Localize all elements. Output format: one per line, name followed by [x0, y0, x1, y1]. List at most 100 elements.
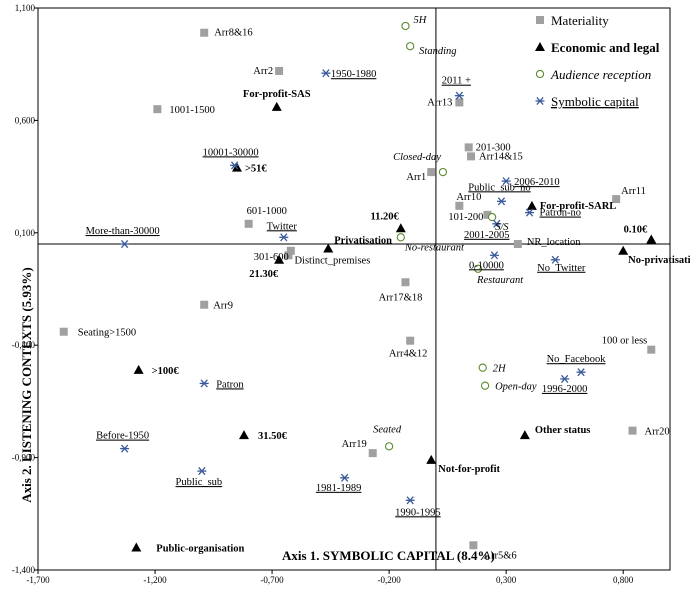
data-point-label: 1996-2000	[542, 384, 588, 395]
data-point-marker	[492, 219, 502, 228]
asterisk-stroke	[280, 233, 288, 242]
data-point-label: 1001-1500	[169, 105, 215, 116]
data-point-marker	[275, 66, 284, 75]
data-point-label: 21.30€	[249, 269, 279, 280]
asterisk-stroke	[490, 251, 499, 260]
data-point-label: Distinct_premises	[294, 255, 370, 266]
asterisk-stroke	[200, 379, 208, 388]
x-tick-label: 0,300	[496, 575, 517, 585]
data-point-marker	[401, 278, 410, 287]
data-point-marker	[513, 240, 522, 249]
data-point-label: Other status	[535, 425, 591, 436]
chart-legend: Materiality Economic and legal Audience re…	[535, 13, 660, 109]
x-tick-label: -1,200	[143, 575, 167, 585]
data-point-label: More-than-30000	[86, 226, 160, 237]
data-point-marker	[200, 28, 209, 37]
data-point-label: Arr9	[213, 301, 233, 312]
data-point-label: >51€	[245, 164, 267, 175]
data-point-label: Closed-day	[393, 152, 441, 163]
data-point-label: 1981-1989	[316, 483, 362, 494]
data-point-label: Arr1	[406, 172, 426, 183]
data-point-marker	[467, 152, 476, 161]
data-point-marker	[646, 234, 657, 244]
data-point-label: Patron-no	[540, 208, 581, 219]
data-point-marker	[478, 363, 487, 372]
data-point-label: 10001-30000	[203, 147, 259, 158]
data-point-label: Arr2	[253, 66, 273, 77]
data-point-marker	[200, 300, 209, 309]
legend-entry-label: Symbolic capital	[551, 94, 639, 109]
data-point-marker	[550, 255, 560, 264]
data-point-marker	[469, 541, 478, 550]
data-point-label: Standing	[419, 46, 456, 57]
y-tick-label: 1,100	[15, 3, 36, 13]
data-point-marker	[454, 91, 464, 100]
data-point-marker	[455, 98, 464, 107]
data-point-marker	[464, 143, 473, 152]
data-point-marker	[199, 379, 209, 388]
asterisk-stroke	[561, 374, 569, 383]
data-point-label: Before-1950	[96, 431, 149, 442]
data-point-marker	[286, 246, 295, 255]
legend-entry-label: Economic and legal	[551, 40, 660, 55]
x-tick-label: -1,700	[26, 575, 50, 585]
legend-marker	[535, 42, 545, 51]
data-point-label: No-restaurant	[404, 242, 465, 253]
data-point-label: Seating>1500	[78, 328, 136, 339]
asterisk-stroke	[502, 177, 510, 186]
data-point-marker	[120, 240, 130, 249]
data-point-label: 1950-1980	[331, 69, 377, 80]
data-point-label: Arr20	[645, 427, 670, 438]
asterisk-stroke	[577, 368, 585, 377]
asterisk-stroke	[525, 208, 534, 217]
data-point-marker	[368, 449, 377, 458]
data-point-marker	[526, 200, 537, 210]
data-point-marker	[618, 245, 629, 255]
data-point-label: 2001-2005	[464, 230, 510, 241]
chart-labels-group: Arr8&16 Arr2 1001-1500 Arr13 201-300Arr14&15…	[78, 15, 690, 561]
y-tick-label: -0,900	[12, 453, 36, 463]
data-point-label: 31.50€	[258, 431, 288, 442]
data-point-marker	[647, 345, 656, 354]
data-point-label: Restaurant	[476, 275, 524, 286]
data-point-label: 601-1000	[247, 206, 287, 217]
y-axis-title: Axis 2. LISTENING CONTEXTS (5.93%)	[19, 267, 34, 503]
data-point-label: For-profit-SARL	[540, 201, 616, 212]
data-point-label: Arr17&18	[379, 292, 423, 303]
data-point-label: 0.10€	[624, 225, 648, 236]
data-point-marker	[59, 327, 68, 336]
asterisk-stroke	[322, 69, 330, 78]
data-point-marker	[560, 374, 570, 383]
data-point-marker	[525, 208, 535, 217]
data-point-label: No-privatisation	[628, 255, 690, 266]
data-point-marker	[487, 212, 497, 222]
data-point-label: 5H	[413, 15, 427, 26]
data-point-label: Arr4&12	[389, 349, 428, 360]
data-point-label: No_Twitter	[537, 263, 586, 274]
data-point-marker	[197, 467, 207, 476]
data-point-label: 101-200	[448, 212, 483, 223]
data-point-marker	[519, 430, 530, 440]
data-point-label: Arr5&6	[483, 550, 516, 561]
asterisk-stroke	[493, 219, 501, 228]
asterisk-stroke	[340, 473, 349, 482]
asterisk-stroke	[120, 240, 129, 249]
data-point-marker	[483, 210, 492, 219]
x-tick-label: 0,800	[613, 575, 634, 585]
data-point-label: 2011 +	[442, 76, 471, 87]
data-point-marker	[284, 251, 293, 260]
data-point-marker	[384, 442, 394, 451]
asterisk-stroke	[120, 444, 129, 453]
data-point-marker	[426, 454, 437, 464]
data-point-marker	[401, 21, 410, 31]
plot-frame	[37, 7, 671, 571]
x-tick-label: -0,200	[377, 575, 401, 585]
data-point-marker	[612, 195, 621, 204]
chart-axes-group: -1,700 -1,200 -0,700 -0,200 0,300 0,800 1,100 0…	[12, 3, 671, 585]
legend-marker	[535, 96, 545, 106]
data-point-label: 201-300	[476, 142, 511, 153]
data-point-label: >100€	[152, 366, 180, 377]
data-point-label: Not-for-profit	[438, 464, 500, 475]
